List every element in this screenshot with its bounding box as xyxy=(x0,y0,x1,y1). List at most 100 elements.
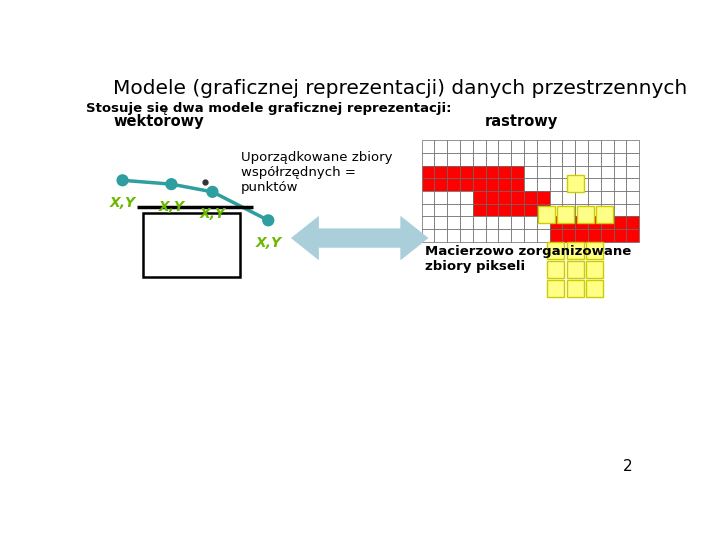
Bar xyxy=(422,178,434,191)
Bar xyxy=(588,191,600,204)
Text: rastrowy: rastrowy xyxy=(485,114,559,129)
Bar xyxy=(600,229,613,242)
Bar xyxy=(626,229,639,242)
Bar xyxy=(588,153,600,166)
Bar xyxy=(524,166,537,178)
Bar xyxy=(524,229,537,242)
Bar xyxy=(613,140,626,153)
Bar xyxy=(549,191,562,204)
Bar xyxy=(575,178,588,191)
Bar xyxy=(547,280,564,298)
Bar xyxy=(549,217,562,229)
Bar xyxy=(613,217,626,229)
Bar xyxy=(422,217,434,229)
Bar xyxy=(562,178,575,191)
Bar xyxy=(537,204,549,217)
Bar xyxy=(575,229,588,242)
Text: wektorowy: wektorowy xyxy=(113,114,204,129)
Bar xyxy=(600,178,613,191)
Bar xyxy=(586,280,603,298)
Bar xyxy=(524,204,537,217)
Bar xyxy=(447,178,460,191)
Bar xyxy=(485,204,498,217)
Bar xyxy=(600,217,613,229)
Bar xyxy=(626,178,639,191)
Bar xyxy=(434,204,447,217)
Bar xyxy=(498,166,511,178)
Bar xyxy=(460,153,473,166)
Bar xyxy=(588,140,600,153)
Bar xyxy=(460,166,473,178)
Circle shape xyxy=(117,175,128,186)
Bar xyxy=(549,140,562,153)
Bar xyxy=(613,178,626,191)
Bar xyxy=(538,206,555,222)
Bar xyxy=(549,153,562,166)
Bar xyxy=(460,217,473,229)
Bar xyxy=(460,204,473,217)
Bar xyxy=(600,166,613,178)
Text: X,Y: X,Y xyxy=(109,195,135,210)
Bar xyxy=(575,204,588,217)
Bar xyxy=(422,204,434,217)
Bar xyxy=(567,280,584,298)
Bar xyxy=(511,204,524,217)
Bar xyxy=(434,229,447,242)
Text: Uporządkowane zbiory
współrzędnych =
punktów: Uporządkowane zbiory współrzędnych = pun… xyxy=(241,151,392,194)
Bar xyxy=(562,166,575,178)
Bar xyxy=(562,204,575,217)
Bar xyxy=(485,166,498,178)
Bar xyxy=(485,178,498,191)
Bar xyxy=(422,140,434,153)
Bar xyxy=(143,213,240,276)
Bar xyxy=(473,204,485,217)
Bar xyxy=(600,140,613,153)
Bar xyxy=(498,229,511,242)
Bar xyxy=(485,140,498,153)
Bar xyxy=(485,191,498,204)
Bar xyxy=(524,217,537,229)
Bar xyxy=(549,166,562,178)
Bar xyxy=(577,206,594,222)
Text: X,Y: X,Y xyxy=(158,200,184,213)
Text: Macierzowo zorganizowane
zbiory pikseli: Macierzowo zorganizowane zbiory pikseli xyxy=(425,245,631,273)
Bar xyxy=(626,140,639,153)
Bar xyxy=(511,191,524,204)
Bar xyxy=(537,229,549,242)
Circle shape xyxy=(166,179,177,190)
Bar xyxy=(562,153,575,166)
Bar xyxy=(562,140,575,153)
Bar xyxy=(434,140,447,153)
Bar xyxy=(575,166,588,178)
Bar xyxy=(567,261,584,278)
Bar xyxy=(473,229,485,242)
Bar xyxy=(613,166,626,178)
Bar xyxy=(498,217,511,229)
Bar xyxy=(547,242,564,259)
Bar xyxy=(537,140,549,153)
Bar xyxy=(562,229,575,242)
Bar xyxy=(524,178,537,191)
Bar xyxy=(511,166,524,178)
Bar xyxy=(549,229,562,242)
Bar xyxy=(626,204,639,217)
Text: 2: 2 xyxy=(623,460,632,475)
Bar xyxy=(473,178,485,191)
Bar xyxy=(511,229,524,242)
Bar xyxy=(600,153,613,166)
Bar xyxy=(447,140,460,153)
Bar xyxy=(447,217,460,229)
Bar xyxy=(524,153,537,166)
Bar xyxy=(434,166,447,178)
Bar xyxy=(473,166,485,178)
Bar xyxy=(626,166,639,178)
Bar xyxy=(434,153,447,166)
Bar xyxy=(549,204,562,217)
Bar xyxy=(596,206,613,222)
Bar xyxy=(498,204,511,217)
Bar xyxy=(537,217,549,229)
Bar xyxy=(473,217,485,229)
Text: X,Y: X,Y xyxy=(256,236,282,249)
Bar xyxy=(524,140,537,153)
Bar xyxy=(511,178,524,191)
